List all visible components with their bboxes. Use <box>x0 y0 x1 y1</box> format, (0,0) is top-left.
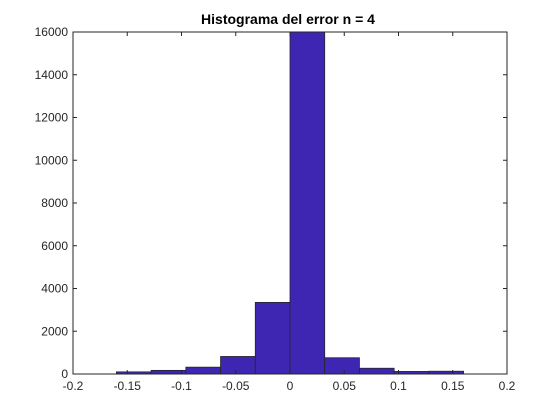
y-tick-label: 10000 <box>35 153 69 167</box>
y-tick-label: 4000 <box>41 282 68 296</box>
histogram-bar-4 <box>254 301 291 375</box>
x-axis: -0.2 -0.15 -0.1 -0.05 0 0.05 0.1 0.15 0.2 <box>63 32 516 393</box>
x-tick-label: -0.2 <box>63 379 84 393</box>
x-tick-label: -0.1 <box>171 379 192 393</box>
x-tick-label: 0.15 <box>441 379 465 393</box>
x-tick-label: -0.15 <box>114 379 142 393</box>
x-tick-label: 0.2 <box>499 379 516 393</box>
y-tick-label: 8000 <box>41 196 68 210</box>
histogram-bars <box>116 31 465 375</box>
x-tick-label: 0 <box>287 379 294 393</box>
y-tick-label: 2000 <box>41 324 68 338</box>
y-tick-label: 16000 <box>35 25 69 39</box>
histogram-bar-6 <box>324 357 360 375</box>
x-tick-label: 0.1 <box>390 379 407 393</box>
x-tick-label: 0.05 <box>333 379 357 393</box>
histogram-bar-2 <box>185 366 221 375</box>
y-axis: 0 2000 4000 6000 8000 10000 12000 14000 16000 <box>35 25 507 381</box>
chart-title: Histograma del error n = 4 <box>201 11 375 27</box>
histogram-bar-1 <box>150 369 187 375</box>
y-tick-label: 12000 <box>35 111 69 125</box>
x-tick-label: -0.05 <box>222 379 250 393</box>
y-tick-label: 6000 <box>41 239 68 253</box>
histogram-bar-5 <box>289 31 326 375</box>
y-tick-label: 0 <box>61 367 68 381</box>
y-tick-label: 14000 <box>35 68 69 82</box>
histogram-bar-3 <box>220 356 256 375</box>
histogram-bar-7 <box>359 367 395 375</box>
